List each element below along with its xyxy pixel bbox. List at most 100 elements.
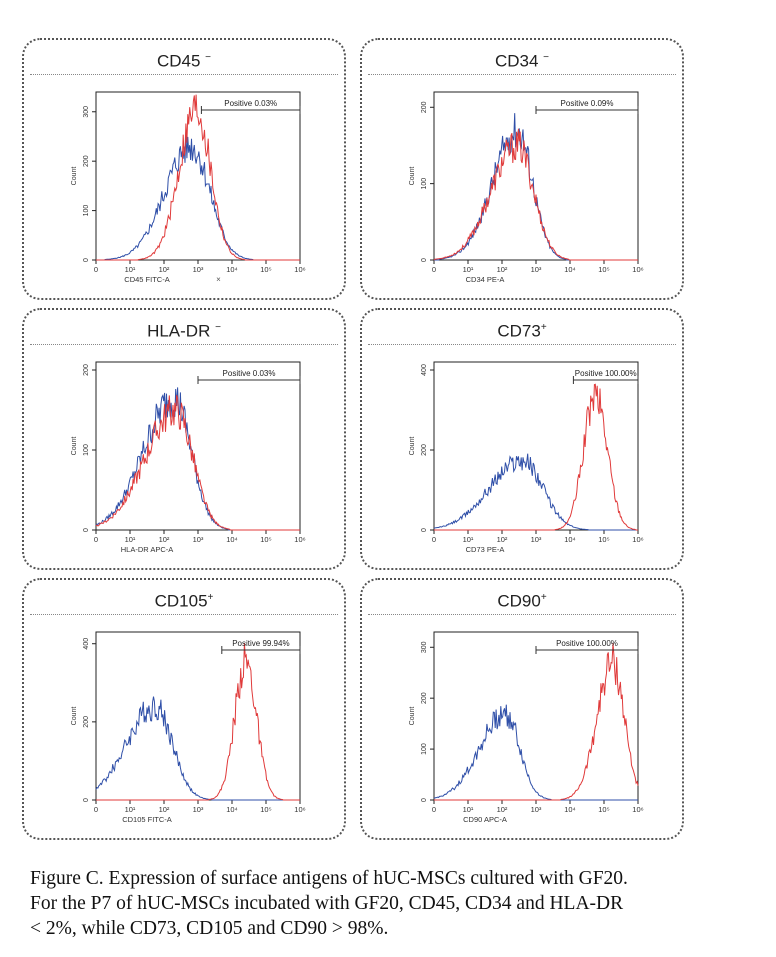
x-tick-label: 10⁶ [294, 535, 305, 544]
y-tick-label: 0 [83, 258, 90, 262]
x-tick-label: 10⁶ [294, 265, 305, 274]
y-tick-label: 300 [421, 641, 428, 653]
panel-title: CD34 − [494, 51, 550, 71]
panel-cd90: CD90+ 0 100 200 300 Count 0 10¹ 10² 10³ 10⁴ 10⁵ 10⁶… [360, 578, 684, 840]
x-tick-label: 0 [432, 805, 436, 814]
panel-divider [368, 344, 676, 345]
y-axis-label: Count [409, 167, 416, 186]
y-tick-label: 100 [83, 205, 90, 217]
x-axis-label: CD73 PE-A [466, 545, 505, 554]
panel-title: HLA-DR − [147, 321, 221, 341]
histogram-cd73: 0 200 400 Count 0 10¹ 10² 10³ 10⁴ 10⁵ 10⁶ CD73 PE-A… [409, 361, 644, 554]
panel-divider [30, 614, 338, 615]
x-tick-label: 0 [94, 265, 98, 274]
x-tick-label: 10⁴ [564, 265, 576, 274]
x-axis-label: CD90 APC-A [463, 815, 507, 824]
y-tick-label: 0 [83, 798, 90, 802]
x-tick-label: 10⁶ [294, 805, 305, 814]
x-tick-label: 10¹ [463, 265, 474, 274]
axis-marker: × [216, 275, 221, 284]
x-tick-label: 10³ [531, 265, 542, 274]
panel-title: CD90+ [497, 591, 547, 611]
x-tick-label: 10⁴ [564, 805, 576, 814]
x-tick-label: 10⁵ [260, 265, 271, 274]
panel-cd45: CD45 − 0 100 200 300 Count 0 10¹ 10² 10³ 10⁴ 10⁵ 10… [22, 38, 346, 300]
gate-label: Positive 0.09% [561, 99, 614, 108]
y-tick-label: 200 [83, 364, 90, 376]
x-tick-label: 10¹ [463, 535, 474, 544]
histogram-hla-dr: 0 100 200 Count 0 10¹ 10² 10³ 10⁴ 10⁵ 10⁶ HLA-DR AP… [71, 361, 306, 554]
caption-line: Figure C. Expression of surface antigens… [30, 868, 628, 889]
histogram-cd34: 0 100 200 Count 0 10¹ 10² 10³ 10⁴ 10⁵ 10⁶ CD34 PE-A… [409, 91, 644, 284]
x-tick-label: 10³ [193, 805, 204, 814]
y-tick-label: 0 [421, 528, 428, 532]
x-tick-label: 10⁵ [260, 805, 271, 814]
x-tick-label: 0 [432, 535, 436, 544]
histogram-series [95, 394, 300, 531]
histogram-series [433, 128, 638, 261]
x-tick-label: 10⁴ [564, 535, 576, 544]
x-tick-label: 10¹ [125, 535, 136, 544]
y-tick-label: 200 [83, 716, 90, 728]
y-tick-label: 300 [83, 106, 90, 118]
y-tick-label: 100 [421, 743, 428, 755]
histogram-series [96, 132, 300, 261]
histogram-series [434, 113, 638, 261]
y-tick-label: 100 [421, 178, 428, 190]
y-tick-label: 200 [421, 692, 428, 704]
x-tick-label: 10¹ [125, 805, 136, 814]
y-axis-label: Count [71, 707, 78, 726]
panel-divider [368, 614, 676, 615]
figure-caption: Figure C. Expression of surface antigens… [30, 866, 770, 941]
x-tick-label: 10⁵ [260, 535, 271, 544]
histogram-series [96, 642, 300, 801]
x-tick-label: 0 [94, 805, 98, 814]
x-tick-label: 10² [159, 535, 170, 544]
x-tick-label: 10³ [531, 805, 542, 814]
gate-label: Positive 100.00% [575, 369, 637, 378]
x-axis-label: CD34 PE-A [466, 275, 505, 284]
gate-label: Positive 99.94% [232, 639, 289, 648]
y-tick-label: 400 [83, 638, 90, 650]
y-tick-label: 0 [421, 258, 428, 262]
x-tick-label: 10⁵ [598, 265, 609, 274]
plot-frame [95, 631, 301, 801]
x-tick-label: 10³ [193, 265, 204, 274]
plot-frame [433, 361, 639, 531]
histogram-cd90: 0 100 200 300 Count 0 10¹ 10² 10³ 10⁴ 10⁵ 10⁶ CD90 A… [409, 631, 644, 824]
panel-cd73: CD73+ 0 200 400 Count 0 10¹ 10² 10³ 10⁴ 10⁵ 10⁶ CD7… [360, 308, 684, 570]
panel-divider [30, 74, 338, 75]
histogram-series [434, 704, 638, 801]
x-tick-label: 10² [497, 535, 508, 544]
x-tick-label: 10⁶ [632, 805, 643, 814]
panel-title: CD45 − [156, 51, 212, 71]
x-axis-label: CD105 FITC-A [122, 815, 172, 824]
panel-hla-dr: HLA-DR − 0 100 200 Count 0 10¹ 10² 10³ 10⁴ 10⁵ 10⁶… [22, 308, 346, 570]
gate-label: Positive 0.03% [224, 99, 277, 108]
x-tick-label: 10⁴ [226, 805, 238, 814]
panel-cd105: CD105+ 0 200 400 Count 0 10¹ 10² 10³ 10⁴ 10⁵ 10⁶ CD… [22, 578, 346, 840]
x-tick-label: 10² [497, 805, 508, 814]
histogram-series [96, 94, 300, 261]
x-tick-label: 10² [497, 265, 508, 274]
x-tick-label: 10² [159, 265, 170, 274]
histogram-series [95, 696, 300, 801]
histogram-series [434, 453, 638, 531]
y-tick-label: 400 [421, 364, 428, 376]
x-axis-label: HLA-DR APC-A [121, 545, 174, 554]
x-tick-label: 10¹ [463, 805, 474, 814]
panel-cd34: CD34 − 0 100 200 Count 0 10¹ 10² 10³ 10⁴ 10⁵ 10⁶ CD… [360, 38, 684, 300]
histogram-cd105: 0 200 400 Count 0 10¹ 10² 10³ 10⁴ 10⁵ 10⁶ CD105 FIT… [71, 631, 306, 824]
y-axis-label: Count [71, 167, 78, 186]
histogram-series [434, 642, 639, 801]
y-tick-label: 100 [83, 444, 90, 456]
x-tick-label: 10⁵ [598, 535, 609, 544]
y-axis-label: Count [409, 707, 416, 726]
x-tick-label: 10⁴ [226, 535, 238, 544]
panel-title: CD73+ [497, 321, 547, 341]
caption-line: < 2%, while CD73, CD105 and CD90 > 98%. [30, 918, 389, 939]
panel-divider [30, 344, 338, 345]
gate-label: Positive 100.00% [556, 639, 618, 648]
x-tick-label: 0 [94, 535, 98, 544]
panel-title: CD105+ [154, 591, 214, 611]
